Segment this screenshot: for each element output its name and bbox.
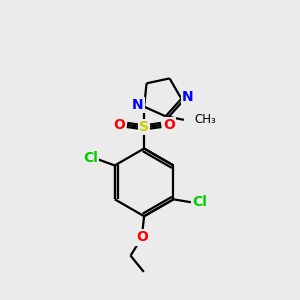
Text: O: O xyxy=(164,118,175,132)
Text: N: N xyxy=(182,90,194,104)
Text: O: O xyxy=(136,230,148,244)
Text: O: O xyxy=(113,118,125,132)
Text: CH₃: CH₃ xyxy=(194,113,216,126)
Text: S: S xyxy=(139,120,149,134)
Text: Cl: Cl xyxy=(192,195,207,209)
Text: N: N xyxy=(132,98,143,112)
Text: Cl: Cl xyxy=(83,151,98,165)
